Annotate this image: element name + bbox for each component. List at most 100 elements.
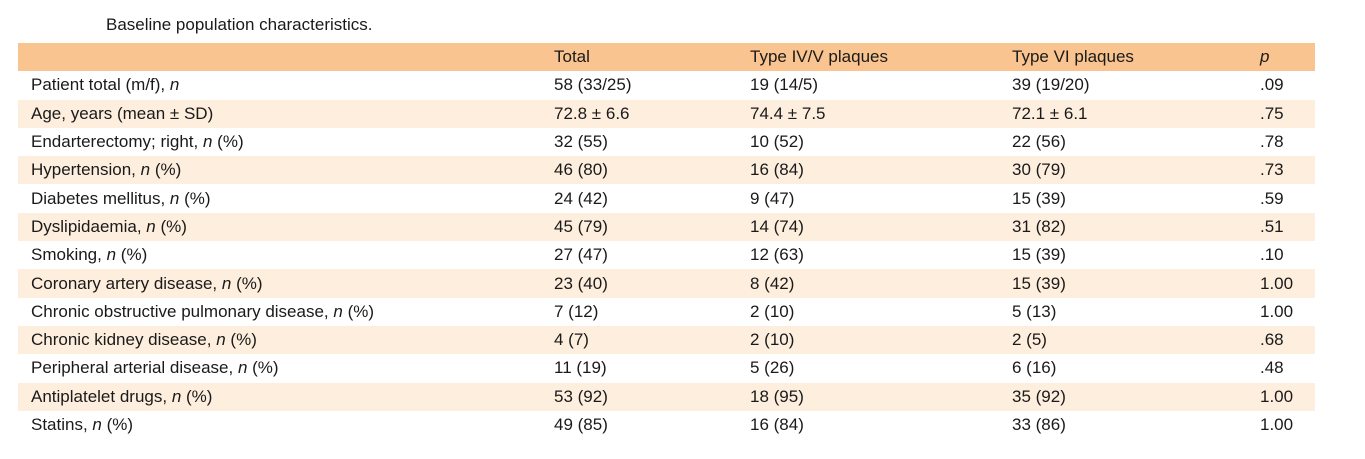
- cell-p: 1.00: [1260, 415, 1294, 434]
- table-row: Diabetes mellitus, n (%) 24 (42) 9 (47) 15 …: [18, 184, 1315, 212]
- header-total: Total: [554, 47, 590, 67]
- row-label: Endarterectomy; right, n (%): [18, 128, 541, 156]
- row-label-suffix: (%): [155, 216, 187, 236]
- cell-type-iv-v: 9 (47): [750, 188, 795, 208]
- cell-total: 45 (79): [554, 216, 608, 236]
- row-label-text: Patient total (m/f),: [31, 75, 170, 95]
- cell-p: 1.00: [1260, 301, 1294, 321]
- cell-type-vi: 2 (5): [1012, 330, 1047, 350]
- row-label-unit: n: [333, 301, 343, 321]
- cell-type-iv-v: 14 (74): [750, 216, 804, 236]
- cell-type-vi: 30 (79): [1012, 160, 1066, 180]
- cell-type-vi: 15 (39): [1012, 245, 1066, 265]
- table-row: Patient total (m/f), n 58 (33/25) 19 (14/5…: [18, 71, 1315, 99]
- cell-type-iv-v: 10 (52): [750, 132, 804, 152]
- cell-type-vi: 33 (86): [1012, 415, 1066, 434]
- cell-p: 1.00: [1260, 386, 1294, 406]
- row-label-unit: n: [146, 216, 156, 236]
- baseline-characteristics-table: Total Type IV/V plaques Type VI plaques …: [18, 43, 1315, 439]
- cell-type-iv-v: 5 (26): [750, 358, 795, 378]
- cell-type-vi: 15 (39): [1012, 188, 1066, 208]
- cell-p: .51: [1260, 216, 1284, 236]
- cell-total: 53 (92): [554, 386, 608, 406]
- cell-total: 49 (85): [554, 415, 608, 434]
- row-label-suffix: (%): [247, 358, 279, 378]
- row-label-text: Peripheral arterial disease,: [31, 358, 238, 378]
- cell-total: 23 (40): [554, 273, 608, 293]
- cell-p: .48: [1260, 358, 1284, 378]
- cell-p: .73: [1260, 160, 1284, 180]
- row-label-unit: n: [171, 386, 182, 406]
- header-p: p: [1260, 47, 1270, 67]
- row-label: Chronic kidney disease, n (%): [18, 326, 541, 354]
- cell-total: 32 (55): [554, 132, 608, 152]
- cell-type-iv-v: 18 (95): [750, 386, 804, 406]
- table-row: Smoking, n (%) 27 (47) 12 (63) 15 (39) .10: [18, 241, 1315, 269]
- row-label: Smoking, n (%): [18, 241, 541, 269]
- table-body: Patient total (m/f), n 58 (33/25) 19 (14/5…: [18, 71, 1315, 439]
- row-label-suffix: (%): [150, 160, 182, 180]
- table-row: Peripheral arterial disease, n (%) 11 (19…: [18, 354, 1315, 382]
- cell-type-vi: 72.1 ± 6.1: [1012, 103, 1088, 123]
- row-label-unit: n: [237, 358, 248, 378]
- row-label: Chronic obstructive pulmonary disease, n…: [18, 298, 541, 326]
- cell-p: .68: [1260, 330, 1284, 350]
- row-label: Statins, n (%): [18, 411, 541, 439]
- cell-type-iv-v: 2 (10): [750, 301, 795, 321]
- row-label: Patient total (m/f), n: [18, 71, 541, 99]
- cell-type-vi: 39 (19/20): [1012, 75, 1090, 95]
- cell-total: 11 (19): [554, 358, 607, 378]
- row-label-suffix: (%): [101, 415, 134, 434]
- cell-type-iv-v: 74.4 ± 7.5: [750, 103, 826, 123]
- row-label-text: Dyslipidaemia,: [31, 216, 147, 236]
- row-label-text: Coronary artery disease,: [31, 273, 222, 293]
- row-label-suffix: (%): [181, 386, 213, 406]
- table-row: Coronary artery disease, n (%) 23 (40) 8 (…: [18, 269, 1315, 298]
- cell-total: 4 (7): [554, 330, 589, 350]
- table-row: Dyslipidaemia, n (%) 45 (79) 14 (74) 31 (82…: [18, 212, 1315, 242]
- table-row: Chronic obstructive pulmonary disease, n…: [18, 298, 1315, 326]
- cell-p: 1.00: [1260, 273, 1294, 293]
- row-label: Coronary artery disease, n (%): [18, 269, 541, 297]
- header-label: [18, 43, 541, 71]
- row-label-text: Smoking,: [31, 245, 107, 265]
- table-row: Age, years (mean ± SD) 72.8 ± 6.6 74.4 ± 7…: [18, 99, 1315, 128]
- cell-total: 24 (42): [554, 188, 608, 208]
- cell-p: .10: [1260, 245, 1284, 265]
- table-row: Hypertension, n (%) 46 (80) 16 (84) 30 (79)…: [18, 156, 1315, 185]
- cell-type-vi: 35 (92): [1012, 386, 1066, 406]
- cell-type-iv-v: 16 (84): [750, 160, 804, 180]
- row-label-unit: n: [169, 188, 180, 208]
- cell-total: 46 (80): [554, 160, 608, 180]
- cell-type-iv-v: 19 (14/5): [750, 75, 819, 95]
- row-label-unit: n: [216, 330, 226, 350]
- row-label-text: Endarterectomy; right,: [31, 132, 203, 152]
- cell-p: .75: [1260, 103, 1284, 123]
- row-label-text: Chronic obstructive pulmonary disease,: [31, 301, 334, 321]
- row-label: Hypertension, n (%): [18, 156, 541, 184]
- row-label-unit: n: [106, 245, 117, 265]
- cell-type-vi: 15 (39): [1012, 273, 1066, 293]
- row-label-unit: n: [221, 273, 232, 293]
- row-label-text: Hypertension,: [31, 160, 141, 180]
- row-label-suffix: (%): [179, 188, 211, 208]
- row-label-text: Diabetes mellitus,: [31, 188, 170, 208]
- row-label-suffix: (%): [212, 132, 244, 152]
- row-label-unit: n: [202, 132, 213, 152]
- row-label-suffix: (%): [231, 273, 263, 293]
- row-label-suffix: (%): [116, 245, 148, 265]
- table-caption: Baseline population characteristics.: [106, 15, 373, 34]
- cell-type-vi: 5 (13): [1012, 301, 1057, 321]
- row-label-text: Age, years (mean ± SD): [31, 103, 214, 123]
- cell-type-iv-v: 8 (42): [750, 273, 795, 293]
- row-label-text: Chronic kidney disease,: [31, 330, 217, 350]
- cell-total: 72.8 ± 6.6: [554, 103, 630, 123]
- cell-p: .78: [1260, 132, 1284, 152]
- row-label-unit: n: [169, 75, 180, 95]
- row-label: Antiplatelet drugs, n (%): [18, 383, 541, 411]
- cell-type-vi: 31 (82): [1012, 216, 1066, 236]
- row-label: Peripheral arterial disease, n (%): [18, 354, 541, 382]
- cell-type-iv-v: 16 (84): [750, 415, 804, 434]
- cell-total: 58 (33/25): [554, 75, 632, 95]
- header-type-vi: Type VI plaques: [1012, 47, 1134, 67]
